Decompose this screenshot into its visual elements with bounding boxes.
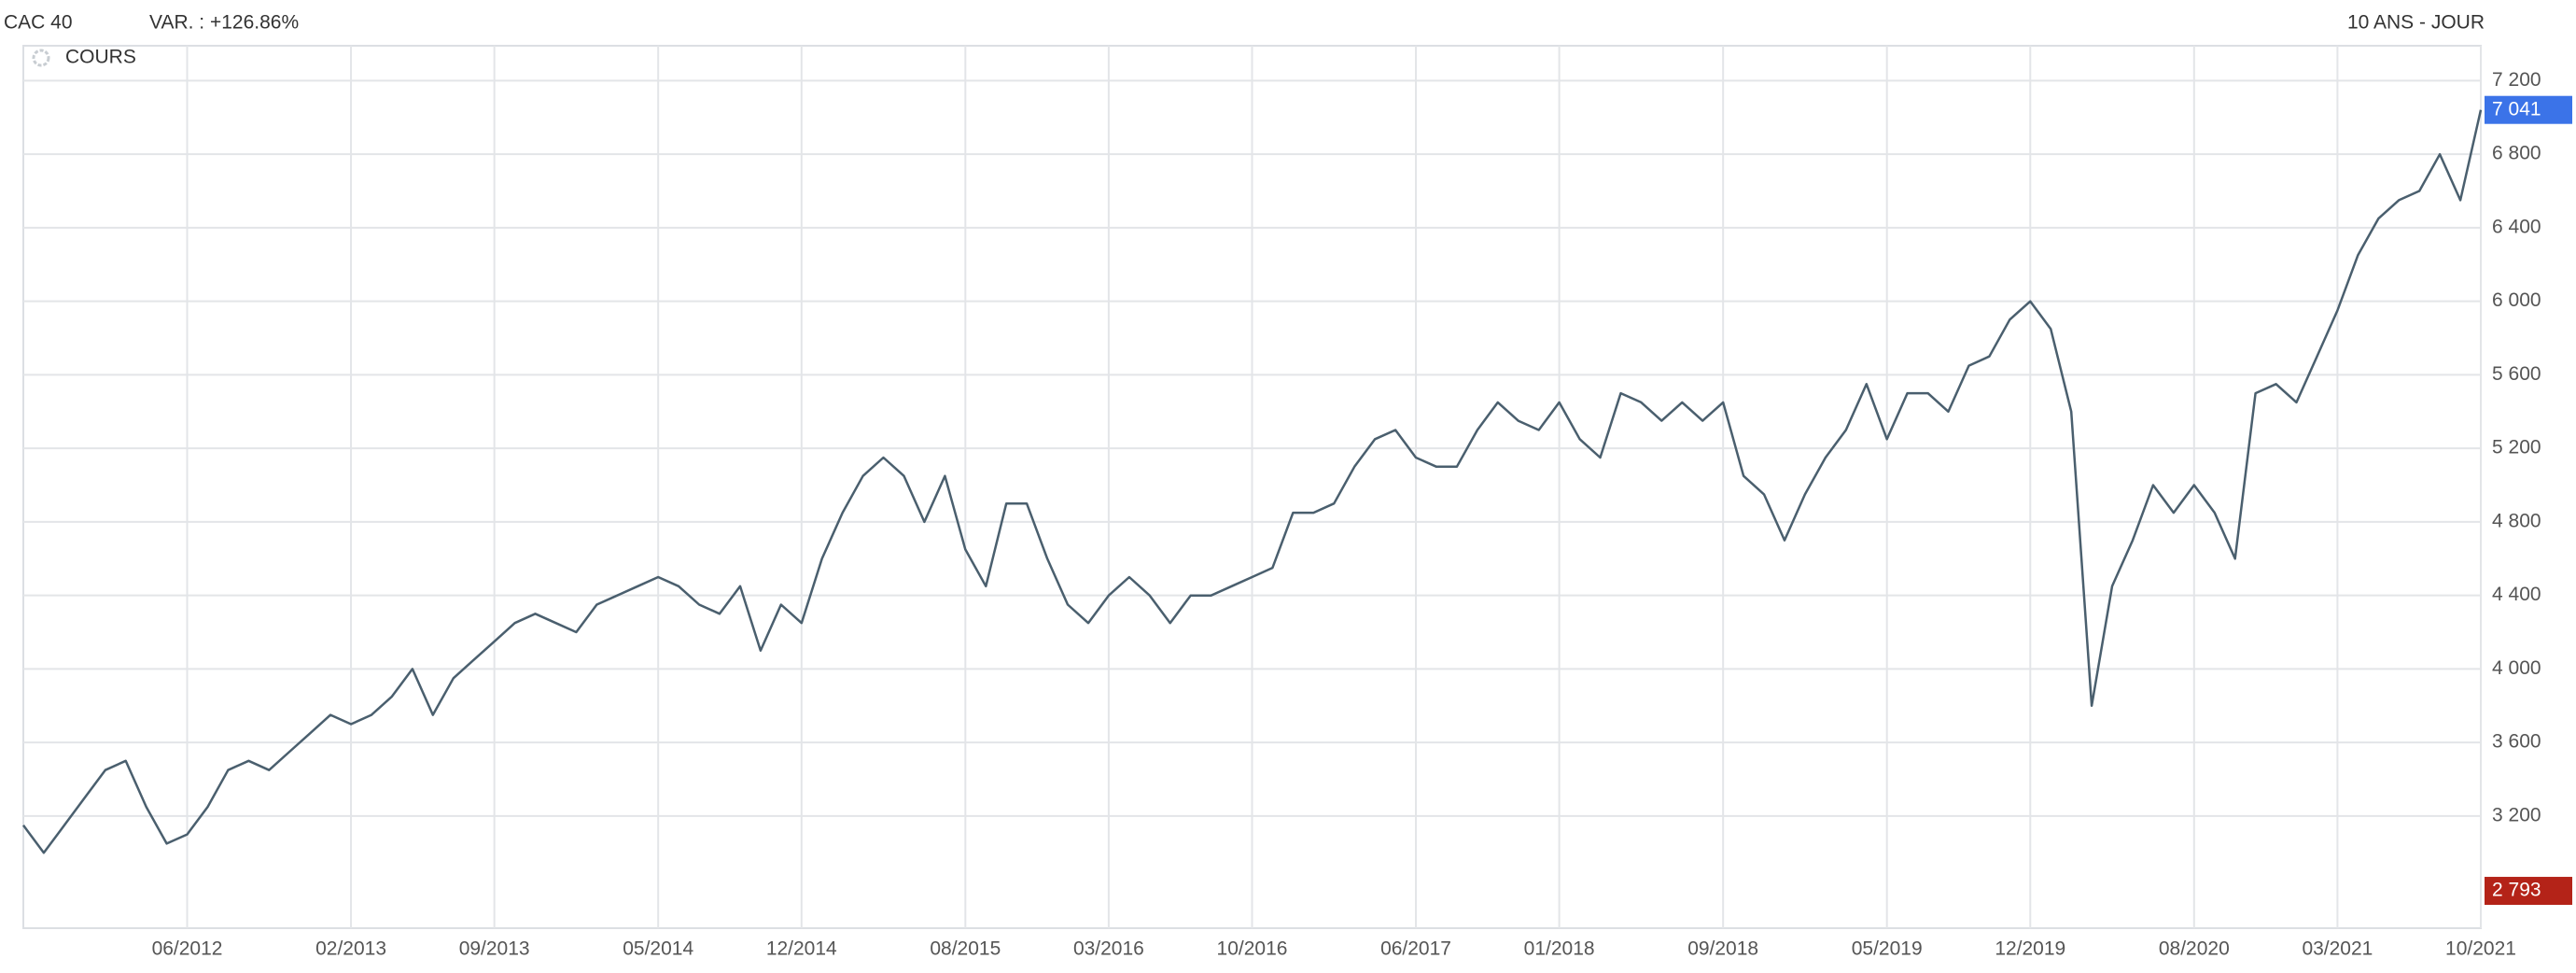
x-tick-label: 09/2013 [459,938,530,960]
y-tick-label: 4 000 [2492,657,2541,679]
x-tick-label: 02/2013 [315,938,386,960]
y-tick-label: 3 200 [2492,804,2541,825]
min-value-marker-label: 2 793 [2492,880,2541,901]
y-tick-label: 3 600 [2492,731,2541,753]
x-tick-label: 05/2014 [623,938,693,960]
x-tick-label: 06/2017 [1380,938,1451,960]
x-tick-label: 12/2019 [1995,938,2065,960]
x-tick-label: 05/2019 [1852,938,1923,960]
last-value-marker-label: 7 041 [2492,98,2541,120]
last-value-marker [2485,95,2572,124]
y-tick-label: 6 400 [2492,216,2541,237]
min-value-marker [2485,877,2572,906]
y-tick-label: 7 200 [2492,69,2541,91]
y-tick-label: 4 800 [2492,510,2541,531]
settings-icon [32,49,50,67]
x-tick-label: 10/2016 [1217,938,1288,960]
y-tick-label: 5 200 [2492,437,2541,458]
x-tick-label: 12/2014 [766,938,837,960]
x-tick-label: 08/2015 [930,938,1001,960]
x-tick-label: 06/2012 [152,938,223,960]
x-tick-label: 03/2021 [2302,938,2373,960]
chart-subtitle: VAR. : +126.86% [149,12,299,34]
period-label: 10 ANS - JOUR [2347,12,2485,34]
chart-title: CAC 40 [4,12,73,34]
legend: COURS [32,47,136,68]
x-tick-label: 10/2021 [2445,938,2516,960]
y-tick-label: 6 000 [2492,289,2541,311]
legend-label: COURS [65,47,136,68]
y-tick-label: 4 400 [2492,584,2541,605]
x-tick-label: 09/2018 [1687,938,1758,960]
x-tick-label: 03/2016 [1073,938,1144,960]
x-tick-label: 01/2018 [1524,938,1595,960]
y-tick-label: 6 800 [2492,143,2541,164]
x-tick-label: 08/2020 [2159,938,2230,960]
price-line [21,109,2483,854]
y-tick-label: 5 600 [2492,363,2541,385]
